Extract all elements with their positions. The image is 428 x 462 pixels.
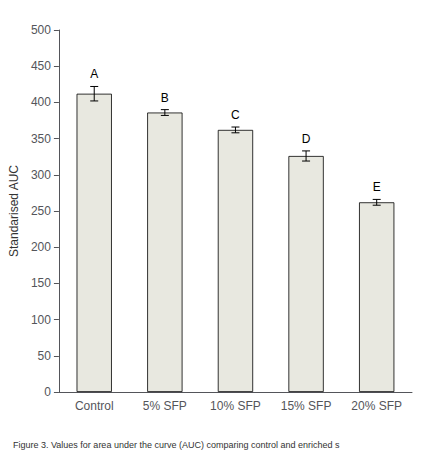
svg-text:50: 50 — [38, 349, 52, 363]
svg-text:150: 150 — [31, 276, 51, 290]
svg-text:E: E — [373, 180, 381, 194]
svg-text:250: 250 — [31, 204, 51, 218]
svg-text:20% SFP: 20% SFP — [351, 399, 402, 413]
svg-text:400: 400 — [31, 95, 51, 109]
svg-text:200: 200 — [31, 240, 51, 254]
svg-text:Standarised AUC: Standarised AUC — [7, 165, 21, 257]
svg-text:Control: Control — [75, 399, 114, 413]
svg-text:10% SFP: 10% SFP — [210, 399, 261, 413]
svg-text:B: B — [161, 91, 169, 105]
svg-text:Figure 3. Values for area unde: Figure 3. Values for area under the curv… — [13, 440, 340, 450]
svg-text:450: 450 — [31, 59, 51, 73]
svg-text:500: 500 — [31, 23, 51, 37]
svg-text:300: 300 — [31, 168, 51, 182]
svg-text:350: 350 — [31, 132, 51, 146]
svg-text:C: C — [231, 108, 240, 122]
svg-text:A: A — [90, 67, 98, 81]
svg-text:15% SFP: 15% SFP — [281, 399, 332, 413]
svg-text:D: D — [302, 132, 311, 146]
svg-text:0: 0 — [44, 385, 51, 399]
svg-text:5% SFP: 5% SFP — [143, 399, 187, 413]
svg-text:100: 100 — [31, 313, 51, 327]
